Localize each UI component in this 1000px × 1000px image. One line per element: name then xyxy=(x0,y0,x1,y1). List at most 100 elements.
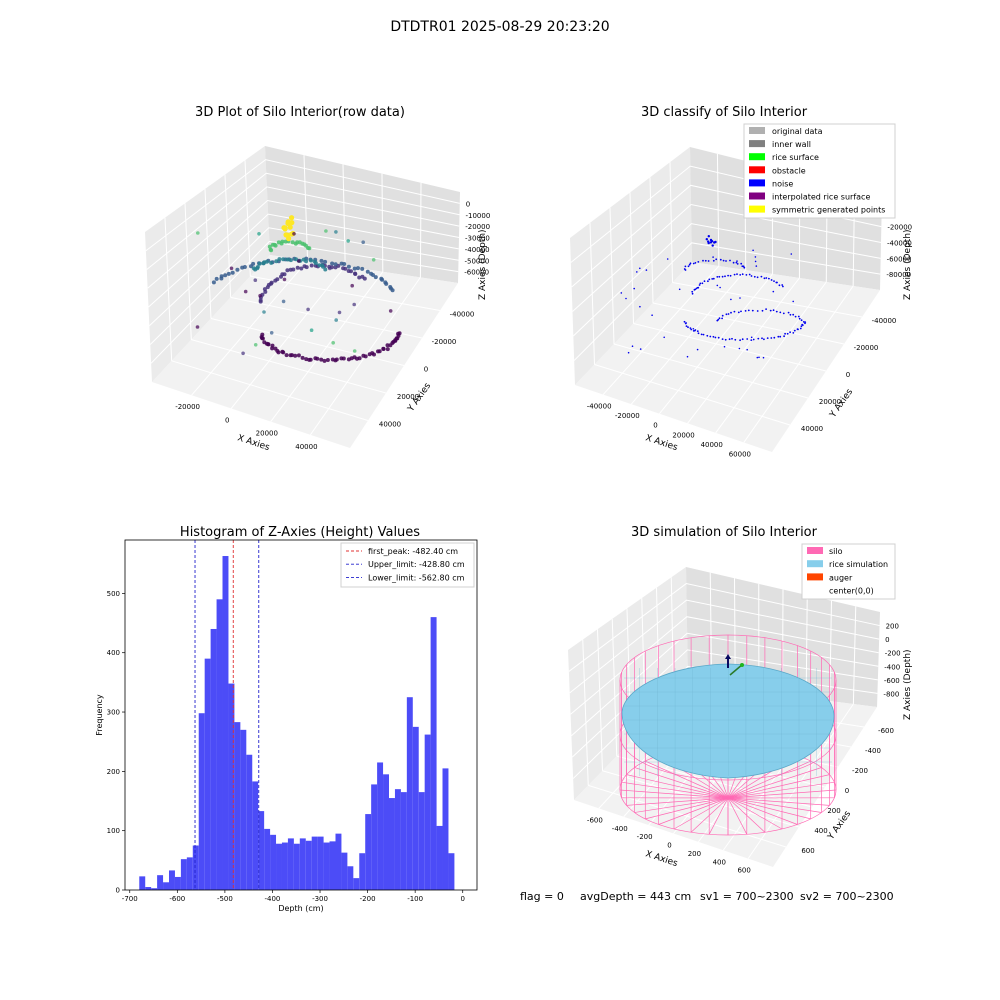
histogram-bar xyxy=(299,838,306,890)
raw-data-point xyxy=(352,349,357,353)
noise-point xyxy=(715,258,718,261)
noise-point xyxy=(696,348,699,351)
noise-point xyxy=(692,328,695,330)
simulation-z-grid xyxy=(571,632,879,737)
histogram-bar xyxy=(436,825,443,890)
silo-floor-spoke xyxy=(673,797,729,830)
silo-floor-spoke xyxy=(645,760,729,799)
raw-data-point xyxy=(304,265,309,270)
classify-z-grid xyxy=(573,242,881,361)
simulation-y-grid-wall xyxy=(611,618,618,757)
histogram-legend-label: first_peak: -482.40 cm xyxy=(368,547,458,556)
noise-point xyxy=(799,327,802,330)
classify-legend-label: original data xyxy=(772,127,823,136)
noise-point xyxy=(663,336,665,339)
silo-floor-spoke xyxy=(690,797,729,833)
noise-point xyxy=(755,265,758,267)
classify-y-tick: 0 xyxy=(846,371,850,379)
histogram-bar xyxy=(264,828,271,890)
raw-data-point xyxy=(320,263,325,268)
classify-z-tick: -60000 xyxy=(887,255,912,263)
noise-point xyxy=(801,323,804,326)
histogram-bar xyxy=(394,789,401,890)
raw-z-tick: -50000 xyxy=(465,257,490,265)
raw-data-point xyxy=(284,353,289,358)
classify-x-tick: 60000 xyxy=(729,450,751,458)
noise-point xyxy=(787,311,790,314)
classify-legend-swatch xyxy=(749,140,765,148)
histogram-bar xyxy=(347,866,354,890)
noise-point xyxy=(773,280,775,282)
raw-data-point xyxy=(342,262,347,266)
raw-data-point xyxy=(376,349,380,354)
raw-data-point xyxy=(269,260,274,265)
simulation-y-tick: 600 xyxy=(801,847,814,855)
noise-point xyxy=(718,317,721,320)
noise-point xyxy=(703,280,706,283)
silo-floor-spoke xyxy=(626,774,729,799)
noise-point xyxy=(770,279,773,281)
noise-point xyxy=(727,313,730,315)
raw-data-point xyxy=(268,247,273,252)
raw-data-point xyxy=(258,293,262,298)
raw-data-title: 3D Plot of Silo Interior(row data) xyxy=(195,105,405,120)
simulation-y-grid xyxy=(602,770,800,828)
simulation-z-grid xyxy=(568,583,880,672)
raw-data-point xyxy=(290,240,295,245)
histogram-x-tick: -300 xyxy=(312,895,328,903)
simulation-legend-label: auger xyxy=(829,573,853,582)
raw-data-point xyxy=(299,266,304,271)
noise-point xyxy=(747,309,750,312)
noise-point xyxy=(707,260,710,262)
raw-data-point xyxy=(260,336,265,341)
noise-point xyxy=(792,313,795,316)
noise-point xyxy=(711,278,714,280)
noise-point xyxy=(712,259,715,262)
noise-point xyxy=(697,332,700,335)
footer-avg-depth: avgDepth = 443 cm xyxy=(580,890,691,903)
raw-data-point xyxy=(294,257,298,262)
noise-point xyxy=(705,238,708,241)
histogram-bar xyxy=(377,762,384,890)
noise-point xyxy=(706,334,709,337)
simulation-z-grid xyxy=(569,599,880,694)
noise-point xyxy=(746,348,748,351)
simulation-legend: silo rice simulation auger center(0,0) xyxy=(801,543,896,600)
noise-point xyxy=(716,276,719,278)
histogram-bar xyxy=(270,834,277,890)
simulation-legend-label: center(0,0) xyxy=(829,587,874,596)
simulation-z-tick: -600 xyxy=(884,677,900,685)
noise-point xyxy=(802,321,805,323)
simulation-title: 3D simulation of Silo Interior xyxy=(631,525,818,540)
raw-z-grid xyxy=(150,240,459,364)
noise-point xyxy=(707,280,709,283)
histogram-bar xyxy=(216,599,223,890)
histogram-bar xyxy=(234,722,241,890)
classify-legend-swatch xyxy=(749,127,765,134)
histogram-bar xyxy=(329,841,336,890)
noise-point xyxy=(756,276,759,279)
noise-point xyxy=(734,338,737,341)
classify-x-tick: -20000 xyxy=(615,412,640,420)
raw-data-point xyxy=(262,287,267,292)
raw-data-point xyxy=(328,266,332,271)
histogram-bar xyxy=(174,876,181,890)
raw-data-point xyxy=(319,357,324,362)
classify-legend-swatch xyxy=(749,205,765,213)
classify-y-tick: 40000 xyxy=(801,425,823,433)
raw-data-point xyxy=(285,268,290,273)
noise-point xyxy=(733,273,736,276)
raw-data-point xyxy=(296,353,301,358)
classify-x-tick: 0 xyxy=(653,422,657,430)
noise-point xyxy=(721,317,723,320)
histogram-bar xyxy=(258,811,265,890)
raw-data-point xyxy=(343,266,348,271)
simulation-legend-swatch xyxy=(807,547,823,554)
depth-histogram: Histogram of Z-Axies (Height) Values -70… xyxy=(95,525,478,913)
classify-z-grid xyxy=(572,223,881,337)
raw-data-point xyxy=(264,259,269,264)
histogram-bar xyxy=(246,754,253,890)
raw-data-point xyxy=(337,310,342,315)
raw-z-grid xyxy=(149,213,459,327)
raw-data-point xyxy=(324,229,328,233)
